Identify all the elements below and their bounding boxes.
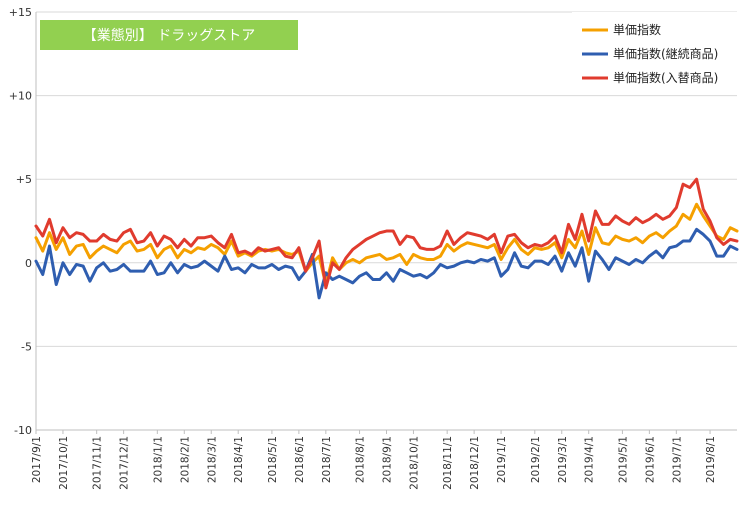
y-tick-label: 0	[25, 257, 32, 270]
x-tick-label: 2019/6/1	[644, 436, 656, 483]
x-tick-label: 2017/11/1	[92, 436, 104, 490]
title-text: 【業態別】 ドラッグストア	[83, 28, 255, 44]
x-tick-label: 2018/5/1	[267, 436, 279, 483]
x-tick-label: 2019/8/1	[705, 436, 717, 483]
x-tick-label: 2019/2/1	[530, 436, 542, 483]
y-axis: +15 +10 +5 0 -5 -10	[9, 6, 37, 437]
y-tick-label: +15	[9, 6, 32, 19]
x-tick-label: 2017/9/1	[31, 436, 43, 483]
title-box	[40, 20, 298, 50]
chart-title: 【業態別】 ドラッグストア	[40, 20, 298, 50]
x-tick-label: 2018/11/1	[442, 436, 454, 490]
y-tick-label: -10	[14, 424, 32, 437]
x-tick-label: 2019/4/1	[584, 436, 596, 483]
y-tick-label: +10	[9, 90, 32, 103]
x-tick-label: 2019/1/1	[496, 436, 508, 483]
x-tick-label: 2017/10/1	[58, 436, 70, 490]
x-tick-label: 2018/8/1	[355, 436, 367, 483]
x-tick-label: 2018/6/1	[294, 436, 306, 483]
x-tick-label: 2018/7/1	[321, 436, 333, 483]
x-axis: 2017/9/1 2017/10/1 2017/11/1 2017/12/1 2018/…	[31, 429, 737, 490]
x-tick-label: 2018/9/1	[382, 436, 394, 483]
x-tick-label: 2017/12/1	[119, 436, 131, 490]
x-tick-label: 2019/3/1	[557, 436, 569, 483]
x-tick-label: 2018/4/1	[233, 436, 245, 483]
x-tick-label: 2019/7/1	[671, 436, 683, 483]
series-line-1	[34, 202, 739, 287]
legend-label: 単価指数(継続商品)	[613, 46, 718, 61]
x-tick-label: 2018/3/1	[206, 436, 218, 483]
legend-label: 単価指数	[613, 22, 661, 37]
legend-label: 単価指数(入替商品)	[613, 70, 718, 85]
x-tick-label: 2019/5/1	[617, 436, 629, 483]
y-tick-label: +5	[16, 173, 32, 186]
y-tick-label: -5	[21, 340, 32, 353]
series-line-2	[34, 227, 739, 300]
series-line-3	[34, 177, 739, 290]
x-tick-label: 2018/12/1	[469, 436, 481, 490]
x-tick-label: 2018/2/1	[179, 436, 191, 483]
series-lines	[34, 177, 739, 300]
x-tick-label: 2018/10/1	[408, 436, 420, 490]
x-tick-label: 2018/1/1	[152, 436, 164, 483]
